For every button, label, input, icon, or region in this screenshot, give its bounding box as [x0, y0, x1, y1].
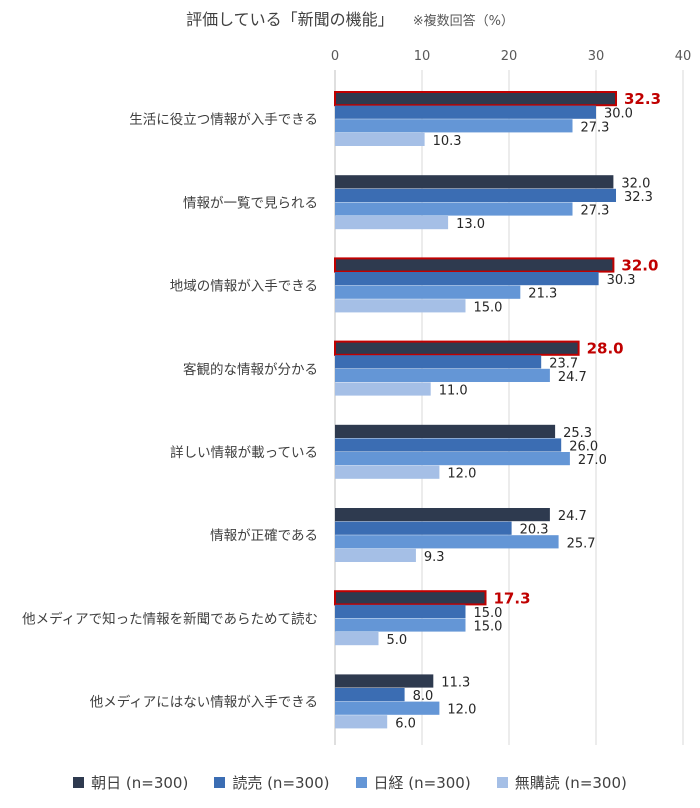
- x-tick-label: 30: [588, 49, 605, 64]
- legend-item-asahi: 朝日 (n=300): [73, 772, 188, 793]
- legend-swatch-nikkei: [355, 777, 367, 788]
- value-label-yomiuri: 30.3: [607, 273, 636, 288]
- category-label: 情報が正確である: [210, 528, 318, 544]
- legend-swatch-non-subscriber: [496, 777, 508, 788]
- category-label: 情報が一覧で見られる: [183, 194, 318, 211]
- value-label-nikkei: 25.7: [567, 536, 596, 551]
- x-tick-label: 20: [501, 49, 518, 64]
- value-label-asahi: 32.3: [624, 90, 661, 108]
- category-label: 他メディアにはない情報が入手できる: [90, 694, 318, 711]
- chart-title-block: 評価している「新聞の機能」 ※複数回答（%）: [0, 6, 700, 30]
- bar-yomiuri: [335, 188, 617, 202]
- category-label: 詳しい情報が載っている: [170, 445, 318, 461]
- value-label-asahi: 32.0: [621, 176, 650, 191]
- chart-title: 評価している「新聞の機能」: [186, 10, 394, 29]
- bar-asahi: [334, 257, 615, 273]
- value-label-non-subscriber: 5.0: [387, 633, 408, 648]
- bar-asahi: [334, 590, 487, 606]
- bar-non-subscriber: [335, 465, 440, 479]
- value-label-yomiuri: 32.3: [624, 190, 653, 205]
- value-label-nikkei: 27.0: [578, 453, 607, 468]
- value-label-non-subscriber: 13.0: [456, 217, 485, 232]
- bar-nikkei: [335, 368, 550, 382]
- legend-label-yomiuri: 読売 (n=300): [232, 774, 330, 792]
- legend: 朝日 (n=300) 読売 (n=300) 日経 (n=300) 無購読 (n=…: [0, 772, 700, 793]
- bar-non-subscriber: [335, 299, 466, 313]
- bar-asahi: [335, 175, 614, 189]
- bar-yomiuri: [335, 688, 405, 702]
- bar-yomiuri: [335, 272, 599, 286]
- value-label-asahi: 11.3: [441, 676, 470, 691]
- chart-subtitle: ※複数回答（%）: [412, 14, 514, 29]
- bar-yomiuri: [335, 604, 466, 618]
- value-label-asahi: 25.3: [563, 426, 592, 441]
- bar-yomiuri: [335, 105, 596, 119]
- legend-label-nikkei: 日経 (n=300): [373, 774, 471, 792]
- value-label-nikkei: 27.3: [581, 120, 610, 135]
- legend-label-non-subscriber: 無購読 (n=300): [514, 774, 627, 792]
- legend-label-asahi: 朝日 (n=300): [91, 774, 189, 792]
- value-label-non-subscriber: 15.0: [474, 300, 503, 315]
- x-tick-label: 0: [331, 49, 339, 64]
- bar-asahi: [335, 674, 434, 688]
- value-label-yomiuri: 23.7: [549, 356, 578, 371]
- value-label-nikkei: 21.3: [528, 287, 557, 302]
- category-label: 地域の情報が入手できる: [170, 279, 318, 295]
- legend-item-non-subscriber: 無購読 (n=300): [496, 772, 627, 793]
- bar-non-subscriber: [335, 632, 379, 646]
- value-label-non-subscriber: 12.0: [447, 467, 476, 482]
- bar-asahi: [335, 424, 556, 438]
- bar-yomiuri: [335, 438, 562, 452]
- value-label-yomiuri: 20.3: [520, 523, 549, 538]
- value-label-asahi: 32.0: [621, 257, 658, 275]
- bar-nikkei: [335, 618, 466, 632]
- bar-yomiuri: [335, 521, 512, 535]
- x-tick-label: 40: [675, 49, 692, 64]
- bar-nikkei: [335, 535, 559, 549]
- value-label-nikkei: 15.0: [474, 620, 503, 635]
- bar-asahi: [335, 508, 550, 522]
- bar-non-subscriber: [335, 715, 388, 729]
- value-label-nikkei: 24.7: [558, 370, 587, 385]
- x-tick-label: 10: [414, 49, 431, 64]
- category-label: 他メディアで知った情報を新聞であらためて読む: [22, 610, 318, 627]
- legend-swatch-yomiuri: [214, 777, 226, 788]
- category-label: 生活に役立つ情報が入手できる: [129, 112, 318, 128]
- bar-yomiuri: [335, 355, 542, 369]
- value-label-nikkei: 27.3: [581, 204, 610, 219]
- value-label-nikkei: 12.0: [447, 703, 476, 718]
- bar-asahi: [334, 91, 618, 107]
- bar-asahi: [334, 340, 580, 356]
- bar-non-subscriber: [335, 382, 431, 396]
- bar-non-subscriber: [335, 216, 449, 230]
- value-label-asahi: 28.0: [587, 340, 624, 358]
- value-label-non-subscriber: 9.3: [424, 550, 445, 565]
- value-label-non-subscriber: 11.0: [439, 384, 468, 399]
- value-label-yomiuri: 15.0: [474, 606, 503, 621]
- bar-nikkei: [335, 701, 440, 715]
- value-label-asahi: 17.3: [494, 589, 531, 607]
- bar-nikkei: [335, 285, 521, 299]
- bar-non-subscriber: [335, 548, 416, 562]
- value-label-yomiuri: 30.0: [604, 107, 633, 122]
- value-label-yomiuri: 26.0: [569, 440, 598, 455]
- value-label-non-subscriber: 6.0: [395, 716, 416, 731]
- bar-nikkei: [335, 119, 573, 133]
- value-label-non-subscriber: 10.3: [433, 134, 462, 149]
- bar-nikkei: [335, 202, 573, 216]
- value-label-yomiuri: 8.0: [413, 689, 434, 704]
- category-label: 客観的な情報が分かる: [183, 361, 318, 378]
- legend-swatch-asahi: [73, 777, 85, 788]
- bar-non-subscriber: [335, 132, 425, 146]
- value-label-asahi: 24.7: [558, 509, 587, 524]
- bar-nikkei: [335, 452, 570, 466]
- legend-item-nikkei: 日経 (n=300): [355, 772, 471, 793]
- legend-item-yomiuri: 読売 (n=300): [214, 772, 330, 793]
